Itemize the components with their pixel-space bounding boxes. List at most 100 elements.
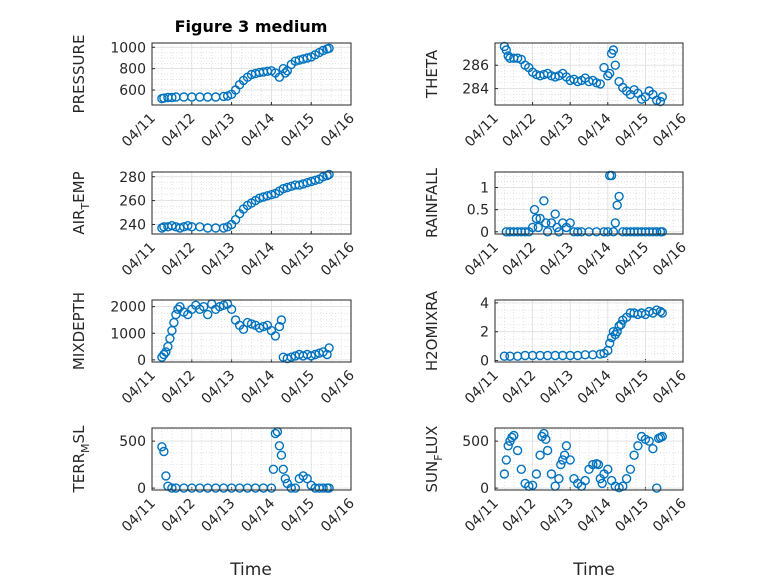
- plot-frame: [494, 42, 684, 106]
- data-point: [614, 191, 624, 202]
- data-point: [159, 446, 169, 457]
- data-point: [603, 71, 613, 81]
- data-point: [202, 309, 213, 320]
- y-tick-label: 0: [480, 354, 489, 370]
- x-tick-label: 04/16: [318, 239, 358, 279]
- plot-frame: [494, 171, 684, 235]
- data-point: [599, 62, 609, 73]
- data-point: [270, 331, 281, 341]
- x-tick-label: 04/14: [575, 367, 615, 407]
- data-point: [657, 92, 667, 102]
- y-tick-label: 2: [480, 325, 489, 341]
- data-point: [280, 68, 290, 78]
- x-tick-label: 04/16: [650, 239, 690, 279]
- data-point: [541, 218, 551, 228]
- data-point: [238, 324, 249, 334]
- data-point: [556, 459, 566, 470]
- data-point: [276, 315, 287, 325]
- y-tick-label: 4: [480, 296, 489, 312]
- data-point: [603, 464, 613, 474]
- x-tick-label: 04/16: [650, 110, 690, 150]
- x-tick-label: 04/11: [462, 240, 502, 280]
- data-point: [633, 441, 643, 451]
- data-point: [608, 227, 619, 237]
- y-axis-label: THETA: [423, 49, 441, 99]
- data-point: [324, 169, 334, 180]
- data-point: [167, 92, 177, 103]
- y-tick-label: 600: [119, 83, 146, 99]
- x-tick-label: 04/16: [650, 495, 690, 535]
- data-point: [580, 475, 590, 486]
- y-axis-label: TERRMSL: [70, 425, 92, 494]
- x-tick-label: 04/12: [500, 368, 540, 408]
- data-point: [302, 474, 312, 484]
- data-point: [550, 72, 560, 82]
- data-point: [290, 483, 300, 493]
- data-point: [539, 428, 549, 439]
- data-point: [535, 450, 545, 460]
- y-axis-label: RAINFALL: [423, 167, 441, 238]
- data-point: [605, 338, 615, 348]
- y-tick-label: 800: [119, 62, 146, 78]
- plot-frame: [494, 427, 684, 491]
- x-tick-label: 04/12: [500, 496, 540, 536]
- x-tick-label: 04/14: [238, 239, 278, 279]
- data-point: [595, 349, 605, 359]
- data-point: [278, 464, 288, 474]
- data-point: [621, 474, 632, 484]
- y-tick-label: 260: [119, 194, 146, 210]
- data-point: [561, 441, 572, 451]
- x-tick-label: 04/13: [537, 368, 577, 408]
- data-point: [157, 223, 167, 233]
- data-point: [657, 431, 667, 442]
- data-point: [324, 43, 334, 53]
- x-tick-label: 04/15: [612, 111, 652, 151]
- x-tick-label: 04/13: [199, 111, 239, 151]
- data-point: [274, 441, 285, 451]
- y-tick-label: 2000: [110, 300, 146, 316]
- data-point: [516, 464, 526, 474]
- data-point: [280, 474, 290, 484]
- x-axis-label-left: Time: [229, 560, 272, 580]
- x-tick-label: 04/15: [612, 240, 652, 280]
- x-tick-label: 04/14: [575, 239, 615, 279]
- data-point: [648, 444, 658, 454]
- x-tick-label: 04/11: [462, 111, 502, 151]
- x-tick-label: 04/14: [238, 495, 278, 535]
- data-point: [322, 349, 332, 360]
- x-tick-label: 04/15: [278, 368, 318, 408]
- y-tick-label: 500: [119, 434, 146, 450]
- data-point: [573, 227, 583, 237]
- data-point: [657, 308, 667, 318]
- data-point: [501, 45, 511, 55]
- data-point: [657, 227, 667, 237]
- data-point: [550, 209, 560, 219]
- x-tick-label: 04/11: [462, 496, 502, 536]
- data-point: [559, 450, 570, 460]
- data-point: [565, 218, 575, 228]
- data-point: [552, 222, 562, 233]
- data-point: [655, 306, 666, 317]
- y-axis-label: MIXDEPTH: [70, 292, 88, 370]
- y-tick-label: 500: [462, 434, 489, 450]
- x-tick-label: 04/11: [119, 240, 159, 280]
- data-point: [599, 227, 609, 237]
- x-tick-label: 04/13: [199, 496, 239, 536]
- x-tick-label: 04/12: [159, 368, 199, 408]
- x-tick-label: 04/16: [318, 367, 358, 407]
- data-point: [531, 213, 542, 224]
- plot-frame: [494, 299, 684, 363]
- data-point: [503, 441, 513, 451]
- y-tick-label: 240: [119, 217, 146, 233]
- data-point: [605, 68, 615, 79]
- data-point: [531, 469, 542, 479]
- x-tick-label: 04/13: [537, 496, 577, 536]
- x-tick-label: 04/11: [462, 368, 502, 408]
- x-tick-label: 04/12: [159, 240, 199, 280]
- data-point: [266, 189, 277, 200]
- data-point: [173, 304, 183, 314]
- data-point: [610, 218, 620, 228]
